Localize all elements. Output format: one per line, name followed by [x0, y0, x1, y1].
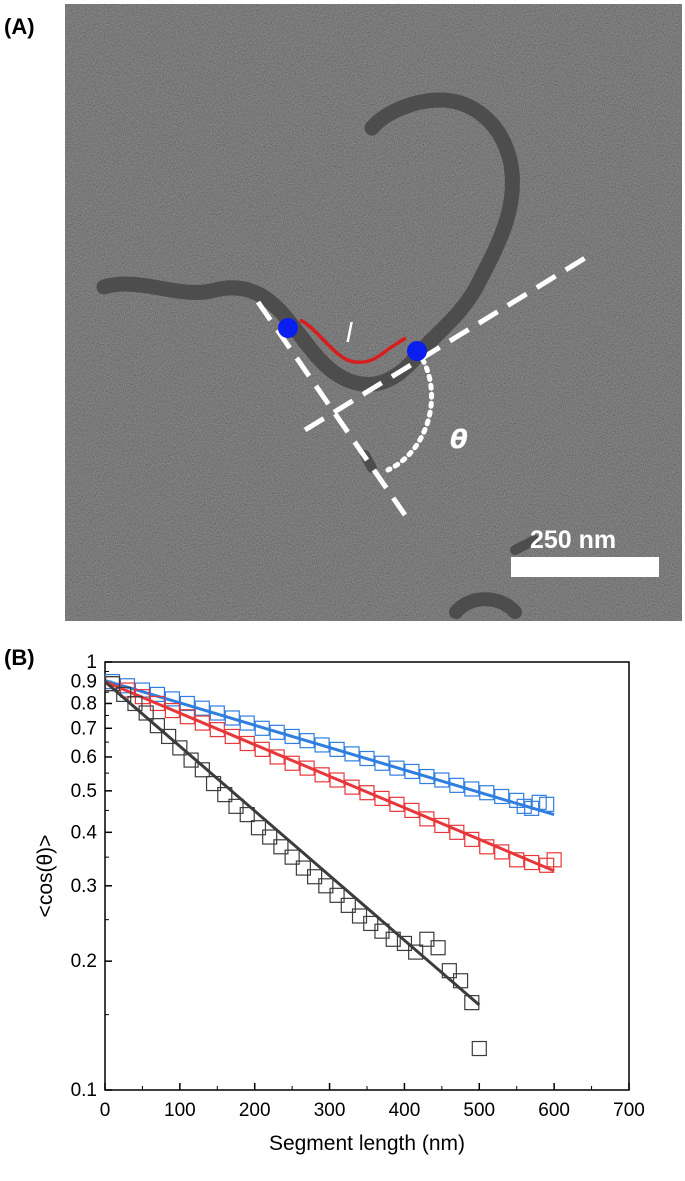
data-point	[250, 820, 267, 836]
endpoint-left-marker	[278, 318, 298, 338]
data-point	[419, 768, 435, 785]
y-tick-label: 0.4	[71, 822, 98, 843]
data-point	[389, 796, 405, 812]
data-point	[344, 746, 360, 762]
data-point	[224, 728, 240, 745]
data-point	[307, 869, 323, 885]
data-point	[509, 852, 525, 868]
fiber-fragment-bottom-right	[449, 592, 522, 619]
data-point	[179, 709, 195, 725]
data-point	[295, 860, 311, 876]
data-point	[314, 737, 330, 753]
data-point	[149, 695, 165, 712]
data-point	[329, 741, 345, 757]
data-point	[430, 940, 446, 956]
angle-label: θ	[450, 425, 468, 455]
data-point	[329, 887, 345, 903]
data-point	[149, 718, 165, 734]
data-point	[262, 829, 278, 845]
panel-b-label: (B)	[4, 645, 35, 670]
data-point	[363, 915, 379, 932]
data-point	[340, 897, 356, 913]
micrograph-background	[65, 4, 682, 621]
y-tick-label: 0.9	[71, 672, 97, 693]
x-tick-label: 400	[389, 1100, 421, 1121]
y-tick-label: 0.6	[71, 747, 97, 768]
y-tick-label: 0.1	[71, 1080, 97, 1101]
micrograph-panel: l θ 250 nm	[65, 4, 682, 621]
data-point	[471, 1040, 487, 1057]
x-tick-label: 100	[164, 1100, 196, 1121]
data-point	[172, 740, 188, 756]
data-point	[404, 802, 420, 819]
y-axis-title: <cos(θ)>	[34, 835, 57, 918]
x-tick-label: 700	[613, 1100, 645, 1121]
y-tick-label: 0.8	[71, 693, 97, 714]
data-point	[374, 923, 390, 939]
data-point	[389, 760, 405, 776]
data-point	[164, 702, 180, 719]
data-point	[374, 755, 390, 771]
angle-arc	[385, 349, 434, 473]
data-point	[217, 786, 233, 803]
data-point	[299, 733, 315, 749]
segment-length-label: l	[346, 317, 353, 348]
data-point	[284, 728, 300, 745]
x-tick-label: 0	[100, 1100, 111, 1121]
data-point	[359, 785, 375, 801]
series-3	[104, 676, 487, 1057]
data-point	[127, 695, 143, 712]
x-axis-title: Segment length (nm)	[269, 1132, 465, 1155]
tangent-line-left	[255, 300, 408, 517]
data-point	[194, 715, 210, 731]
scale-bar	[511, 557, 659, 577]
data-point	[524, 854, 540, 871]
plot-frame	[104, 661, 630, 1091]
panel-a-label: (A)	[4, 14, 35, 39]
x-tick-label: 500	[463, 1100, 495, 1121]
y-tick-label: 0.5	[71, 781, 97, 802]
data-point	[239, 807, 255, 823]
data-point	[449, 777, 465, 793]
data-point	[318, 878, 334, 894]
data-point	[284, 849, 300, 865]
data-point	[419, 931, 435, 947]
data-point	[359, 750, 375, 767]
tangent-line-right	[303, 252, 592, 433]
x-tick-label: 200	[239, 1100, 271, 1121]
fit-line	[104, 680, 481, 1007]
data-point	[269, 724, 285, 740]
endpoint-right-marker	[407, 341, 427, 361]
data-point	[374, 790, 390, 807]
data-point	[228, 798, 244, 814]
fit-line	[104, 680, 555, 873]
y-tick-label: 0.2	[71, 951, 97, 972]
data-point	[116, 686, 132, 703]
y-tick-label: 0.3	[71, 876, 97, 897]
x-tick-label: 300	[314, 1100, 346, 1121]
data-point	[209, 722, 225, 738]
contour-segment	[299, 318, 407, 365]
y-tick-label: 1	[86, 652, 97, 673]
x-tick-label: 600	[538, 1100, 570, 1121]
data-point	[273, 839, 289, 855]
data-point	[408, 944, 424, 960]
data-point	[329, 772, 345, 788]
data-point	[396, 935, 413, 952]
fit-line	[104, 679, 555, 817]
fiber-fragment-mid-right	[510, 535, 540, 555]
data-point	[546, 852, 562, 868]
persistence-chart: 0 100 200 300 400 500 600 700 0.1 0.2 0.3 0.4 0.5 0.6…	[34, 652, 645, 1155]
scale-bar-label: 250 nm	[530, 526, 616, 554]
data-point	[161, 728, 177, 745]
y-tick-label: 0.7	[71, 718, 97, 739]
data-point	[239, 715, 255, 731]
